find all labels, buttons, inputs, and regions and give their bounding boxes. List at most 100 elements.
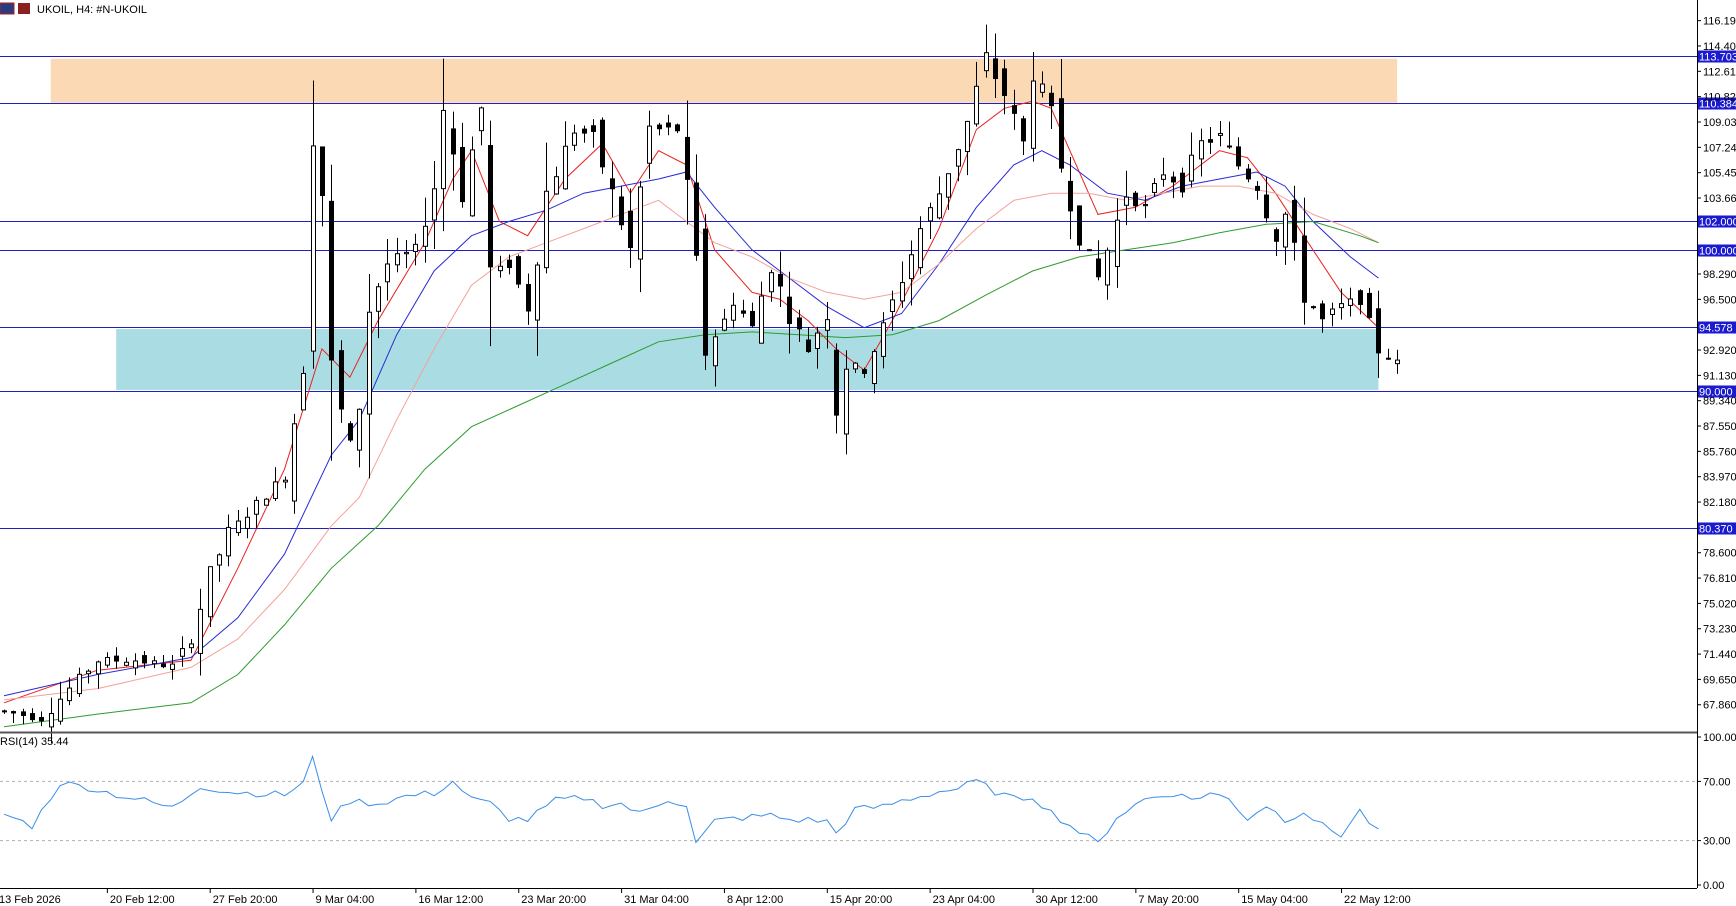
- time-tick-label: 22 May 12:00: [1344, 894, 1411, 906]
- time-tick-label: 16 Mar 12:00: [418, 894, 483, 906]
- time-tick-label: 27 Feb 20:00: [213, 894, 278, 906]
- price-tick-label: 103.660: [1703, 193, 1736, 205]
- candle-body: [675, 124, 680, 132]
- candle-body: [1012, 105, 1017, 114]
- candle-body: [582, 128, 587, 134]
- candle-body: [1358, 290, 1363, 305]
- candle-body: [1386, 357, 1391, 360]
- candle-body: [1395, 359, 1400, 365]
- moving-average-line: [3, 220, 1379, 728]
- candle-body: [1227, 145, 1232, 148]
- candle-body: [815, 332, 820, 349]
- candle-body: [264, 498, 269, 506]
- candle-body: [1320, 303, 1325, 320]
- levels-layer: 113.703 110.384 102.000 100.000 94.578 90.000…: [0, 50, 1736, 536]
- time-tick-label: 15 May 04:00: [1241, 894, 1308, 906]
- candle-body: [984, 52, 989, 72]
- candle-body: [657, 124, 662, 130]
- candle-body: [1124, 196, 1129, 206]
- price-tick-label: 98.290: [1703, 269, 1736, 281]
- chart-menu-icon[interactable]: [0, 2, 15, 15]
- price-tick-label: 116.190: [1703, 16, 1736, 28]
- candle-body: [554, 176, 559, 195]
- price-tick-label: 67.860: [1703, 700, 1736, 712]
- candle-body: [563, 145, 568, 190]
- candle-body: [974, 85, 979, 125]
- candle-body: [1348, 298, 1353, 306]
- level-price-tag: [1697, 522, 1736, 535]
- candle-body: [507, 259, 512, 269]
- zones-layer: [50, 58, 1398, 390]
- level-price-label: 110.384: [1699, 99, 1736, 111]
- price-tick-label: 91.130: [1703, 370, 1736, 382]
- chart-title: UKOIL, H4: #N-UKOIL: [37, 4, 147, 16]
- candle-body: [283, 479, 288, 483]
- level-price-label: 100.000: [1699, 246, 1736, 258]
- candle-body: [451, 128, 456, 155]
- candle-body: [965, 120, 970, 153]
- candle-body: [254, 499, 259, 515]
- price-tick-label: 92.920: [1703, 345, 1736, 357]
- candle-body: [124, 661, 129, 666]
- time-tick-label: 20 Feb 12:00: [110, 894, 175, 906]
- candle-body: [11, 711, 16, 714]
- candle-body: [1040, 83, 1045, 93]
- rsi-tick-label: 70.00: [1703, 776, 1731, 788]
- candle-body: [1059, 98, 1064, 169]
- candle-body: [404, 251, 409, 255]
- candle-body: [208, 566, 213, 618]
- chart-settings-icon[interactable]: [18, 3, 30, 14]
- level-price-label: 94.578: [1699, 323, 1733, 335]
- candle-body: [498, 265, 503, 272]
- candle-body: [881, 322, 886, 357]
- candle-body: [1180, 172, 1185, 193]
- candle-body: [133, 660, 138, 669]
- candle-body: [544, 190, 549, 269]
- candle-body: [797, 317, 802, 330]
- moving-averages-layer: [3, 100, 1379, 728]
- candle-body: [844, 368, 849, 435]
- time-tick-label: 7 May 20:00: [1138, 894, 1199, 906]
- rsi-title: RSI(14) 35.44: [0, 736, 68, 748]
- candle-body: [694, 182, 699, 256]
- candle-body: [1283, 213, 1288, 248]
- candle-body: [39, 717, 44, 722]
- candle-body: [741, 310, 746, 314]
- price-tick-label: 82.180: [1703, 497, 1736, 509]
- price-tick-label: 83.970: [1703, 472, 1736, 484]
- candle-body: [114, 655, 119, 662]
- price-tick-label: 110.820: [1703, 92, 1736, 104]
- candle-body: [1143, 204, 1148, 207]
- candle-body: [750, 310, 755, 327]
- time-tick-label: 30 Apr 12:00: [1036, 894, 1098, 906]
- candle-body: [1087, 249, 1092, 252]
- candle-body: [30, 713, 35, 721]
- candle-body: [628, 210, 633, 249]
- candle-body: [1367, 292, 1372, 318]
- candle-body: [1302, 235, 1307, 303]
- candle-body: [1068, 180, 1073, 212]
- candle-body: [956, 149, 961, 167]
- time-tick-label: 13 Feb 2026: [0, 894, 61, 906]
- price-tick-label: 69.650: [1703, 674, 1736, 686]
- candle-body: [226, 526, 231, 557]
- candle-body: [385, 263, 390, 283]
- candle-body: [161, 663, 166, 668]
- candle-body: [1236, 146, 1241, 167]
- time-tick-label: 31 Mar 04:00: [624, 894, 689, 906]
- moving-average-line: [3, 185, 1379, 701]
- candle-body: [647, 125, 652, 164]
- candle-body: [1199, 140, 1204, 160]
- candle-body: [1274, 229, 1279, 242]
- candle-body: [395, 253, 400, 266]
- candle-body: [1330, 308, 1335, 315]
- rsi-tick-label: 0.00: [1703, 880, 1724, 892]
- candle-body: [526, 284, 531, 312]
- candle-body: [600, 119, 605, 168]
- moving-average-line: [3, 150, 1379, 697]
- candle-body: [86, 670, 91, 675]
- level-price-label: 90.000: [1699, 387, 1733, 399]
- candle-body: [834, 349, 839, 416]
